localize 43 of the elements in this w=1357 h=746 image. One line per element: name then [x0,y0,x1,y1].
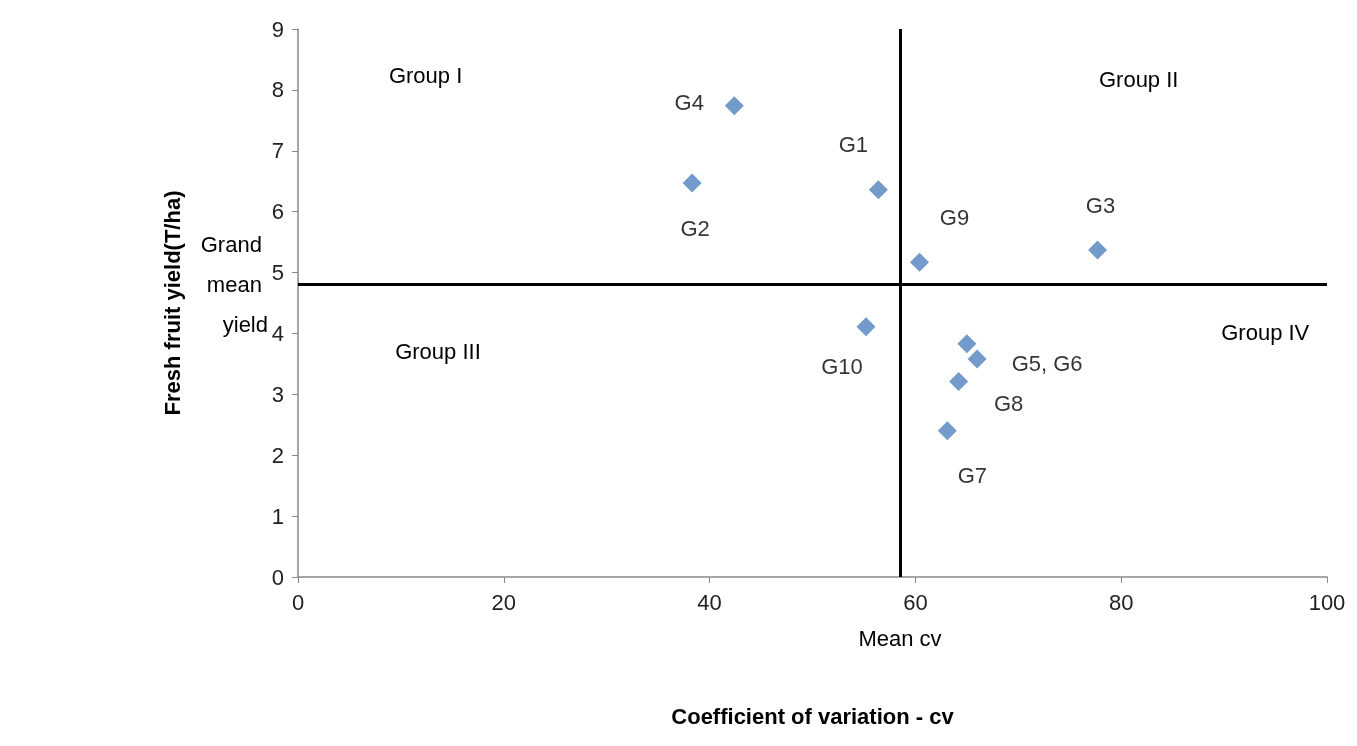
data-label: G10 [821,354,863,380]
point [937,421,957,441]
y-tick-label: 6 [271,199,284,225]
point [957,334,977,354]
point [910,252,930,272]
data-label: G9 [939,204,970,230]
annotation: Group II [1098,67,1179,93]
y-tick-label: 1 [271,503,284,529]
data-label: G2 [680,215,710,241]
data-label: G8 [993,391,1024,417]
data-label: G7 [957,463,987,489]
annotation: Group I [388,62,463,88]
x-tick-label: 100 [1308,589,1346,615]
x-tick-label: 20 [491,589,517,615]
y-tick-label: 0 [271,564,284,590]
point [682,173,702,193]
x-tick-label: 80 [1108,589,1134,615]
x-tick-label: 60 [903,589,928,615]
ref-line-label: Grand mean yield [200,232,268,338]
annotation: Group III [395,339,481,365]
y-axis-title: Fresh fruit yield(T/ha) [159,190,185,416]
x-tick-label: 40 [697,589,722,615]
y-tick-label: 8 [271,77,284,103]
data-label: G1 [838,132,869,158]
point [868,180,888,200]
point [949,372,969,392]
data-label: G3 [1085,192,1116,218]
y-tick-label: 7 [271,138,284,164]
data-label: G4 [674,90,704,116]
y-tick-label: 3 [271,381,284,407]
data-label: G5, G6 [1011,350,1083,376]
ref-line-label: Mean cv [858,625,942,651]
point [967,349,987,369]
point [1088,240,1108,260]
annotation: Group IV [1221,319,1310,345]
y-tick-label: 9 [271,16,284,42]
y-tick-label: 4 [271,320,284,346]
x-tick-label: 0 [291,589,305,615]
y-tick-label: 2 [271,442,284,468]
point [856,317,876,337]
y-tick-label: 5 [271,260,284,286]
x-axis-title: Coefficient of variation - cv [671,703,955,729]
point [724,96,744,116]
